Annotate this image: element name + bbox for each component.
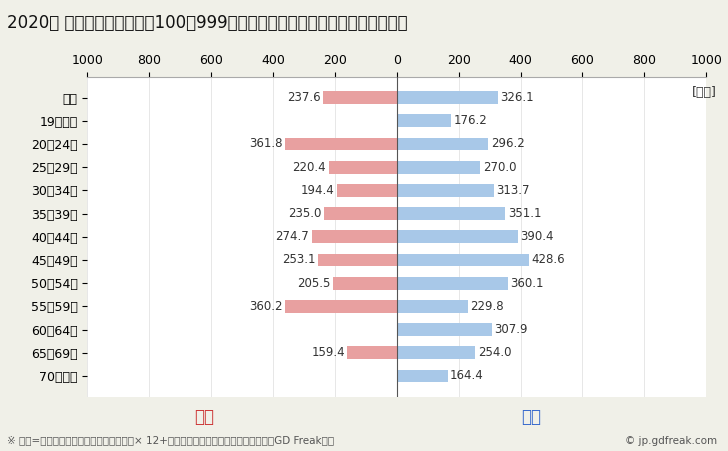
Text: 428.6: 428.6: [532, 253, 566, 267]
Bar: [324, 207, 397, 220]
Bar: [397, 346, 475, 359]
Text: © jp.gdfreak.com: © jp.gdfreak.com: [625, 436, 717, 446]
Bar: [312, 230, 397, 243]
Text: 296.2: 296.2: [491, 138, 525, 151]
Text: 229.8: 229.8: [470, 300, 504, 313]
Text: 313.7: 313.7: [496, 184, 530, 197]
Text: 220.4: 220.4: [293, 161, 326, 174]
Bar: [397, 91, 498, 104]
Text: 235.0: 235.0: [288, 207, 322, 220]
Bar: [333, 277, 397, 290]
Bar: [397, 300, 468, 313]
Bar: [397, 161, 480, 174]
Text: 326.1: 326.1: [500, 91, 534, 104]
Bar: [285, 300, 397, 313]
Bar: [318, 253, 397, 267]
Bar: [347, 346, 397, 359]
Text: 360.1: 360.1: [510, 276, 544, 290]
Text: 2020年 民間企業（従業者数100～999人）フルタイム労働者の男女別平均年収: 2020年 民間企業（従業者数100～999人）フルタイム労働者の男女別平均年収: [7, 14, 408, 32]
Bar: [397, 207, 505, 220]
Bar: [397, 323, 492, 336]
Bar: [397, 115, 451, 127]
Bar: [397, 184, 494, 197]
Text: ※ 年収=「きまって支給する現金給与額」× 12+「年間賞与その他特別給与額」としてGD Freak推計: ※ 年収=「きまって支給する現金給与額」× 12+「年間賞与その他特別給与額」と…: [7, 436, 334, 446]
Bar: [397, 253, 529, 267]
Text: 361.8: 361.8: [249, 138, 282, 151]
Text: 254.0: 254.0: [478, 346, 511, 359]
Text: 176.2: 176.2: [454, 114, 488, 127]
Text: 351.1: 351.1: [508, 207, 542, 220]
Bar: [397, 138, 488, 150]
Text: 159.4: 159.4: [312, 346, 345, 359]
Text: 360.2: 360.2: [249, 300, 283, 313]
Text: 237.6: 237.6: [287, 91, 321, 104]
Bar: [397, 277, 508, 290]
Text: 194.4: 194.4: [301, 184, 334, 197]
Text: 307.9: 307.9: [494, 323, 528, 336]
Bar: [328, 161, 397, 174]
Bar: [323, 91, 397, 104]
Bar: [397, 230, 518, 243]
Text: 205.5: 205.5: [297, 276, 331, 290]
Text: 253.1: 253.1: [282, 253, 316, 267]
Text: 164.4: 164.4: [450, 369, 484, 382]
Text: 女性: 女性: [194, 408, 214, 426]
Text: 390.4: 390.4: [520, 230, 553, 243]
Text: 270.0: 270.0: [483, 161, 516, 174]
Bar: [285, 138, 397, 150]
Text: 274.7: 274.7: [275, 230, 309, 243]
Text: 男性: 男性: [521, 408, 542, 426]
Bar: [397, 369, 448, 382]
Text: [万円]: [万円]: [692, 86, 717, 99]
Bar: [336, 184, 397, 197]
